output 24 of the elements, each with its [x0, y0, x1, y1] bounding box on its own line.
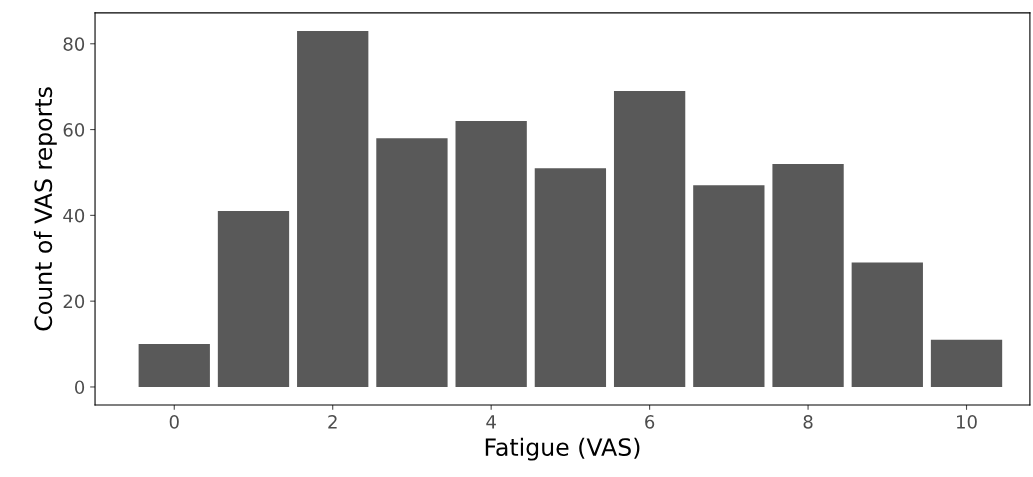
x-axis-title: Fatigue (VAS): [485, 437, 640, 461]
bar: [455, 120, 527, 387]
bar: [297, 30, 369, 387]
x-tick-label: 4: [486, 415, 496, 429]
bar: [376, 138, 448, 387]
y-tick-label: 80: [63, 37, 85, 51]
bar: [613, 90, 686, 387]
bar: [217, 211, 290, 387]
x-tick-label: 8: [803, 415, 813, 429]
bar: [138, 344, 210, 387]
x-tick-label: 6: [645, 415, 655, 429]
y-tick-label: 0: [75, 380, 85, 395]
bar: [534, 168, 607, 387]
bar: [693, 185, 765, 387]
x-tick-label: 2: [328, 415, 337, 429]
y-axis-title: Count of VAS reports: [33, 87, 57, 331]
y-tick-label: 20: [63, 294, 85, 309]
bar: [930, 339, 1003, 387]
y-tick-label: 40: [63, 208, 85, 223]
x-tick-label: 10: [957, 415, 977, 429]
bar: [851, 262, 923, 387]
x-tick-label: 0: [169, 415, 179, 429]
bar: [772, 163, 844, 387]
y-tick-label: 60: [63, 123, 85, 137]
